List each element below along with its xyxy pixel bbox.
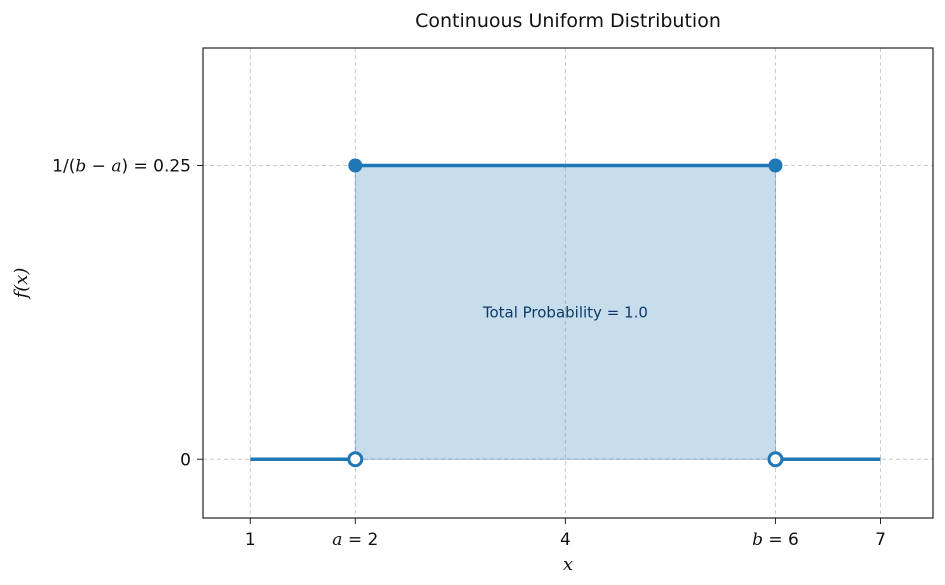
y-tick-label: 0 — [180, 450, 191, 470]
open-point — [347, 451, 364, 468]
annotation-total-probability: Total Probability = 1.0 — [482, 303, 648, 321]
x-ticks: 1 a = 2 4 b = 6 7 — [245, 518, 886, 550]
x-tick-label: 7 — [875, 530, 886, 550]
y-ticks: 0 1/(b − a) = 0.25 — [52, 157, 203, 470]
chart-title: Continuous Uniform Distribution — [415, 10, 721, 32]
x-tick-label: a = 2 — [332, 530, 378, 550]
probability-area — [354, 165, 776, 460]
closed-point — [768, 158, 783, 173]
x-tick-label: 4 — [560, 530, 571, 550]
x-tick-label: b = 6 — [752, 530, 799, 550]
plot-frame — [202, 47, 934, 519]
x-tick-label: 1 — [245, 530, 256, 550]
y-tick-label: 1/(b − a) = 0.25 — [52, 157, 191, 177]
x-axis-label: x — [563, 554, 573, 575]
closed-point — [348, 158, 363, 173]
open-point — [767, 451, 784, 468]
plot-marks: Total Probability = 1.0 — [250, 158, 881, 468]
y-axis-label: f(x) — [11, 268, 32, 301]
